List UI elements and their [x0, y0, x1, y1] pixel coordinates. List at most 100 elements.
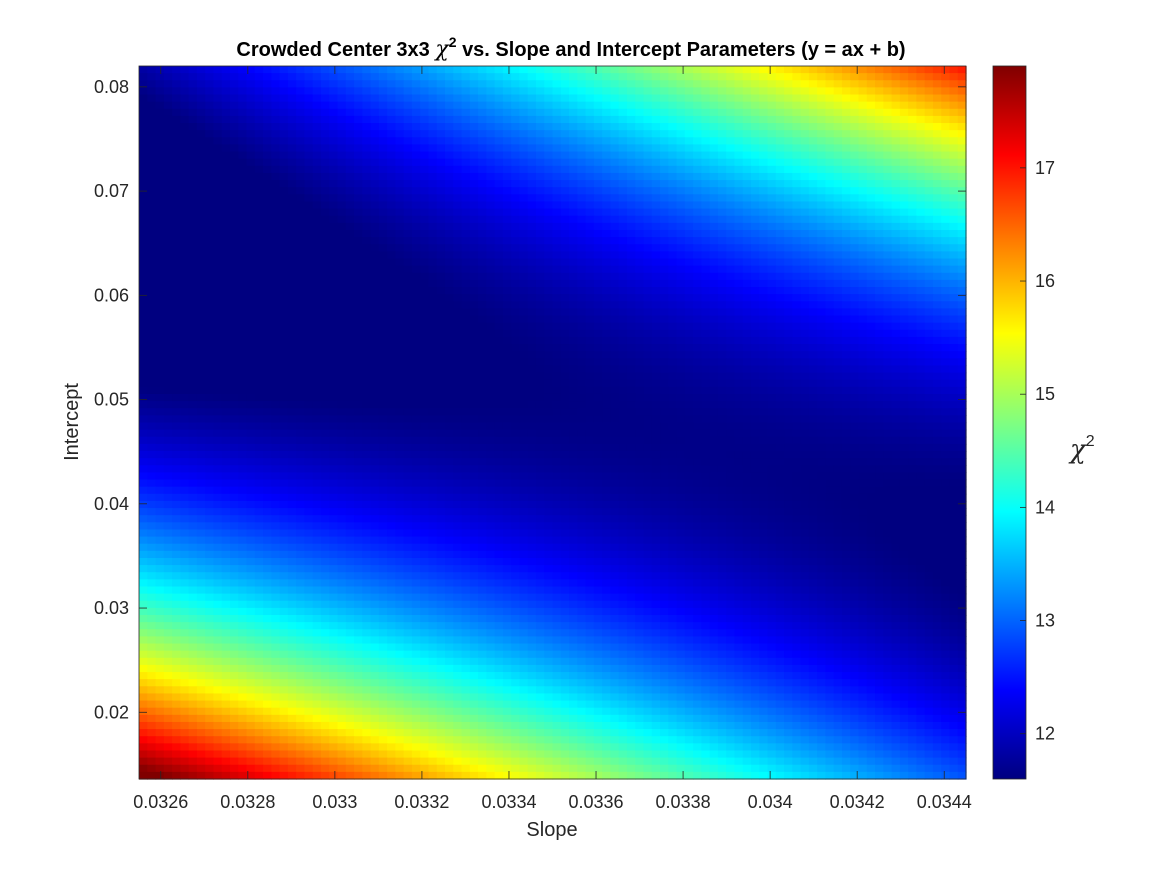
heatmap-cell — [172, 144, 181, 153]
heatmap-cell — [668, 222, 678, 231]
heatmap-cell — [668, 336, 678, 345]
heatmap-cell — [345, 308, 355, 317]
heatmap-cell — [635, 294, 645, 302]
heatmap-cell — [213, 272, 223, 281]
heatmap-cell — [949, 401, 959, 409]
heatmap-cell — [602, 80, 611, 88]
heatmap-cell — [569, 165, 578, 174]
heatmap-cell — [147, 415, 157, 424]
heatmap-cell — [750, 308, 760, 317]
heatmap-cell — [428, 415, 438, 424]
heatmap-cell — [676, 408, 686, 416]
heatmap-cell — [147, 94, 157, 103]
heatmap-cell — [610, 222, 620, 231]
heatmap-cell — [850, 94, 860, 103]
heatmap-cell — [205, 108, 215, 117]
heatmap-cell — [180, 272, 190, 281]
heatmap-cell — [395, 201, 405, 210]
heatmap-cell — [626, 172, 636, 181]
heatmap-cell — [337, 130, 347, 138]
heatmap-cell — [411, 365, 421, 374]
heatmap-cell — [544, 294, 554, 302]
heatmap-cell — [784, 151, 793, 160]
heatmap-cell — [287, 393, 297, 402]
heatmap-cell — [850, 401, 860, 409]
heatmap-cell — [312, 123, 322, 131]
heatmap-cell — [767, 415, 777, 424]
heatmap-cell — [742, 315, 752, 324]
heatmap-cell — [593, 294, 603, 302]
heatmap-cell — [428, 294, 438, 302]
heatmap-cell — [271, 279, 281, 288]
heatmap-cell — [139, 180, 148, 188]
heatmap-cell — [411, 73, 421, 81]
heatmap-cell — [155, 101, 165, 110]
heatmap-cell — [395, 123, 405, 131]
heatmap-cell — [188, 66, 198, 74]
heatmap-cell — [486, 372, 496, 381]
heatmap-cell — [908, 308, 917, 317]
heatmap-cell — [668, 144, 678, 153]
heatmap-cell — [593, 144, 603, 153]
heatmap-cell — [767, 101, 777, 110]
heatmap-cell — [205, 372, 215, 381]
heatmap-cell — [833, 401, 843, 409]
heatmap-cell — [444, 94, 454, 103]
heatmap-cell — [767, 272, 777, 281]
heatmap-cell — [461, 187, 471, 195]
heatmap-cell — [461, 101, 471, 110]
heatmap-cell — [147, 172, 157, 181]
heatmap-cell — [527, 172, 537, 181]
heatmap-cell — [750, 351, 760, 359]
heatmap-cell — [833, 272, 843, 281]
heatmap-cell — [155, 279, 165, 288]
heatmap-cell — [891, 358, 901, 367]
heatmap-cell — [403, 401, 413, 409]
heatmap-cell — [486, 66, 496, 74]
heatmap-cell — [618, 329, 628, 338]
heatmap-cell — [825, 351, 835, 359]
heatmap-cell — [486, 386, 496, 395]
heatmap-cell — [626, 66, 636, 74]
heatmap-cell — [345, 287, 355, 295]
heatmap-cell — [602, 358, 611, 367]
heatmap-cell — [139, 194, 148, 203]
heatmap-cell — [254, 187, 264, 195]
heatmap-cell — [684, 130, 694, 138]
heatmap-cell — [188, 322, 198, 331]
heatmap-cell — [287, 379, 297, 388]
heatmap-cell — [494, 251, 504, 260]
heatmap-cell — [593, 87, 603, 96]
heatmap-cell — [395, 308, 405, 317]
heatmap-cell — [337, 251, 347, 260]
heatmap-cell — [610, 172, 620, 181]
heatmap-cell — [916, 258, 926, 267]
heatmap-cell — [147, 258, 157, 267]
heatmap-cell — [403, 208, 413, 217]
heatmap-cell — [560, 336, 570, 345]
heatmap-cell — [676, 151, 686, 160]
heatmap-cell — [494, 172, 504, 181]
heatmap-cell — [370, 393, 380, 402]
heatmap-cell — [370, 165, 380, 174]
heatmap-cell — [684, 401, 694, 409]
heatmap-cell — [908, 158, 917, 167]
heatmap-cell — [436, 393, 446, 402]
heatmap-cell — [941, 344, 951, 352]
heatmap-cell — [585, 344, 595, 352]
heatmap-cell — [362, 130, 372, 138]
heatmap-cell — [660, 329, 669, 338]
heatmap-cell — [850, 151, 860, 160]
heatmap-cell — [734, 137, 744, 146]
heatmap-cell — [263, 379, 272, 388]
heatmap-cell — [254, 251, 264, 260]
heatmap-cell — [800, 244, 810, 252]
heatmap-cell — [709, 358, 719, 367]
heatmap-cell — [254, 94, 264, 103]
heatmap-cell — [221, 251, 231, 260]
heatmap-cell — [378, 94, 388, 103]
heatmap-cell — [403, 123, 413, 131]
heatmap-cell — [478, 408, 487, 416]
heatmap-cell — [593, 408, 603, 416]
heatmap-cell — [949, 144, 959, 153]
